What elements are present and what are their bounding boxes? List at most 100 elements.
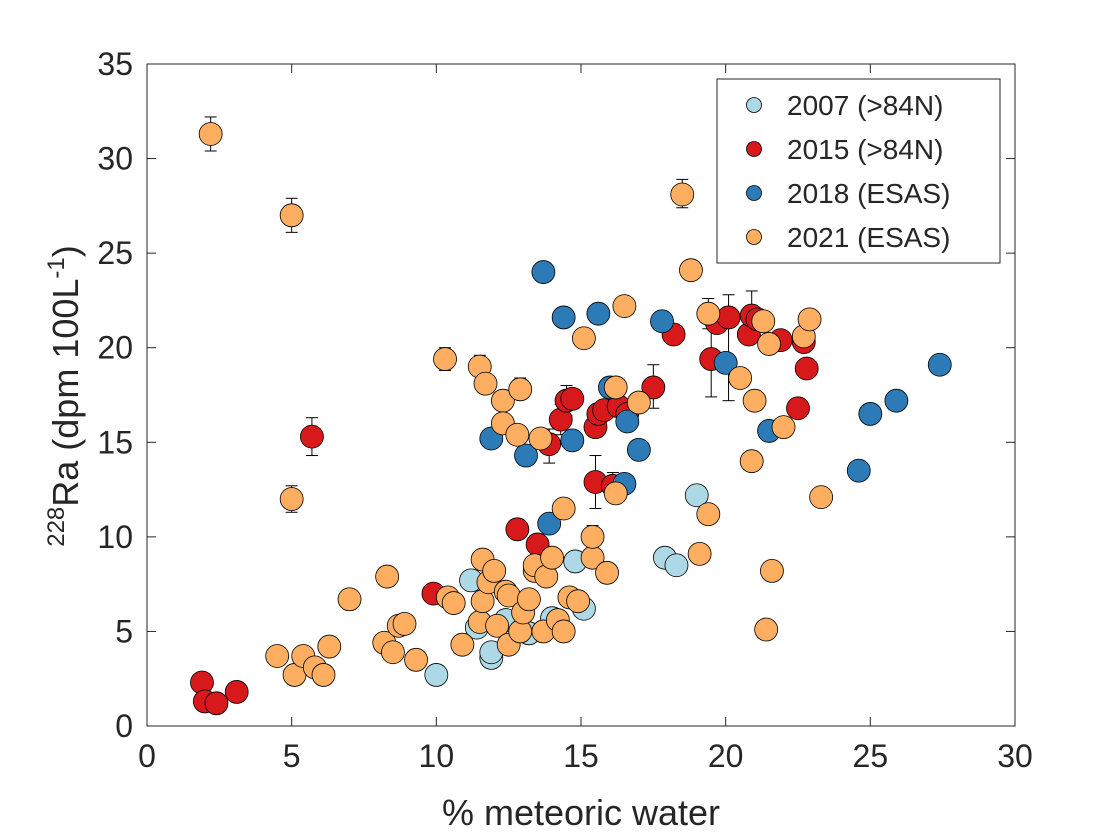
data-point — [551, 305, 576, 330]
x-tick-label: 20 — [708, 738, 744, 774]
data-point — [603, 481, 628, 506]
data-point — [433, 347, 457, 371]
data-point — [265, 644, 290, 668]
legend-entry: 2007 (>84N) — [746, 90, 943, 121]
data-point — [615, 409, 640, 434]
data-point — [641, 375, 666, 400]
y-tick-label: 10 — [97, 519, 133, 555]
data-point — [279, 487, 304, 511]
data-point — [450, 632, 475, 657]
data-point — [279, 203, 304, 228]
x-tick-label: 5 — [283, 738, 301, 774]
data-point — [580, 524, 605, 549]
y-tick-label: 20 — [97, 330, 133, 366]
data-points-layer — [190, 122, 952, 716]
data-point — [846, 458, 871, 483]
data-point — [595, 560, 619, 585]
x-axis-title: % meteoric water — [442, 792, 720, 833]
data-point — [771, 415, 796, 440]
legend-entry: 2018 (ESAS) — [746, 178, 950, 209]
data-point — [884, 388, 909, 413]
data-point — [508, 377, 533, 402]
y-axis-title: 228Ra (dpm 100L-1) — [43, 245, 86, 547]
data-point — [797, 307, 822, 332]
data-point — [760, 559, 784, 583]
legend-label: 2007 (>84N) — [787, 90, 943, 121]
x-tick-label: 0 — [138, 738, 156, 774]
y-tick-label: 35 — [97, 46, 133, 82]
data-point — [794, 356, 819, 381]
data-point — [739, 449, 764, 474]
legend-marker — [746, 141, 762, 157]
legend-marker — [746, 185, 762, 201]
legend-marker — [746, 97, 762, 113]
data-point — [482, 559, 507, 583]
series-3 — [198, 122, 834, 687]
legend-label: 2015 (>84N) — [787, 134, 943, 165]
data-point — [571, 326, 596, 351]
data-point — [424, 663, 449, 687]
y-axis-title-exponent: -1 — [43, 257, 70, 278]
data-point — [687, 541, 712, 566]
data-point — [381, 640, 405, 665]
legend-box — [716, 78, 1001, 264]
x-tick-label: 15 — [563, 738, 599, 774]
data-point — [317, 634, 342, 659]
data-point — [404, 647, 428, 672]
data-point — [514, 443, 538, 468]
data-point — [603, 375, 628, 400]
data-point — [696, 502, 721, 527]
data-point — [650, 309, 674, 334]
data-point — [713, 350, 738, 375]
data-point — [751, 309, 776, 334]
data-point — [505, 517, 530, 542]
data-point — [757, 332, 781, 356]
y-tick-label: 25 — [97, 235, 133, 271]
y-tick-label: 5 — [115, 613, 133, 649]
data-point — [375, 564, 400, 589]
data-point — [551, 619, 576, 644]
legend-label: 2021 (ESAS) — [787, 222, 950, 253]
data-point — [566, 589, 591, 614]
data-point — [664, 553, 689, 578]
data-point — [537, 511, 562, 536]
data-point — [560, 428, 585, 453]
data-point — [441, 591, 466, 615]
legend-entry: 2021 (ESAS) — [746, 222, 950, 253]
y-axis-title-close: ) — [45, 245, 86, 257]
data-point — [517, 587, 541, 612]
x-tick-label: 30 — [997, 738, 1033, 774]
data-point — [728, 366, 753, 390]
y-tick-label: 0 — [115, 708, 133, 744]
data-point — [392, 611, 417, 636]
data-point — [670, 182, 695, 207]
data-point — [528, 426, 553, 451]
data-point — [531, 260, 556, 284]
data-point — [505, 422, 530, 447]
data-point — [540, 545, 564, 570]
y-tick-label: 30 — [97, 141, 133, 177]
y-axis-title-main: Ra (dpm 100L — [45, 279, 86, 507]
data-point — [311, 663, 336, 687]
data-point — [612, 294, 637, 319]
tick-labels-layer: 0 5 10 15 20 25 30 0 5 10 15 20 25 30 35 — [97, 46, 1032, 774]
data-point — [204, 691, 229, 716]
data-point — [586, 301, 611, 326]
data-point — [198, 122, 223, 146]
data-point — [485, 613, 509, 638]
data-point — [927, 352, 952, 377]
data-point — [300, 424, 324, 449]
legend-label: 2018 (ESAS) — [787, 178, 950, 209]
data-point — [696, 301, 721, 326]
y-axis-title-superscript: 228 — [43, 507, 70, 547]
axes-layer — [146, 63, 1016, 727]
data-point — [224, 680, 249, 704]
data-point — [337, 587, 362, 612]
data-point — [809, 485, 834, 510]
data-point — [742, 388, 767, 413]
svg-text:228Ra (dpm 100L-1): 228Ra (dpm 100L-1) — [43, 245, 86, 547]
legend: 2007 (>84N) 2015 (>84N) 2018 (ESAS) 2021 (E… — [716, 78, 1001, 264]
y-tick-label: 15 — [97, 424, 133, 460]
data-point — [473, 371, 498, 396]
